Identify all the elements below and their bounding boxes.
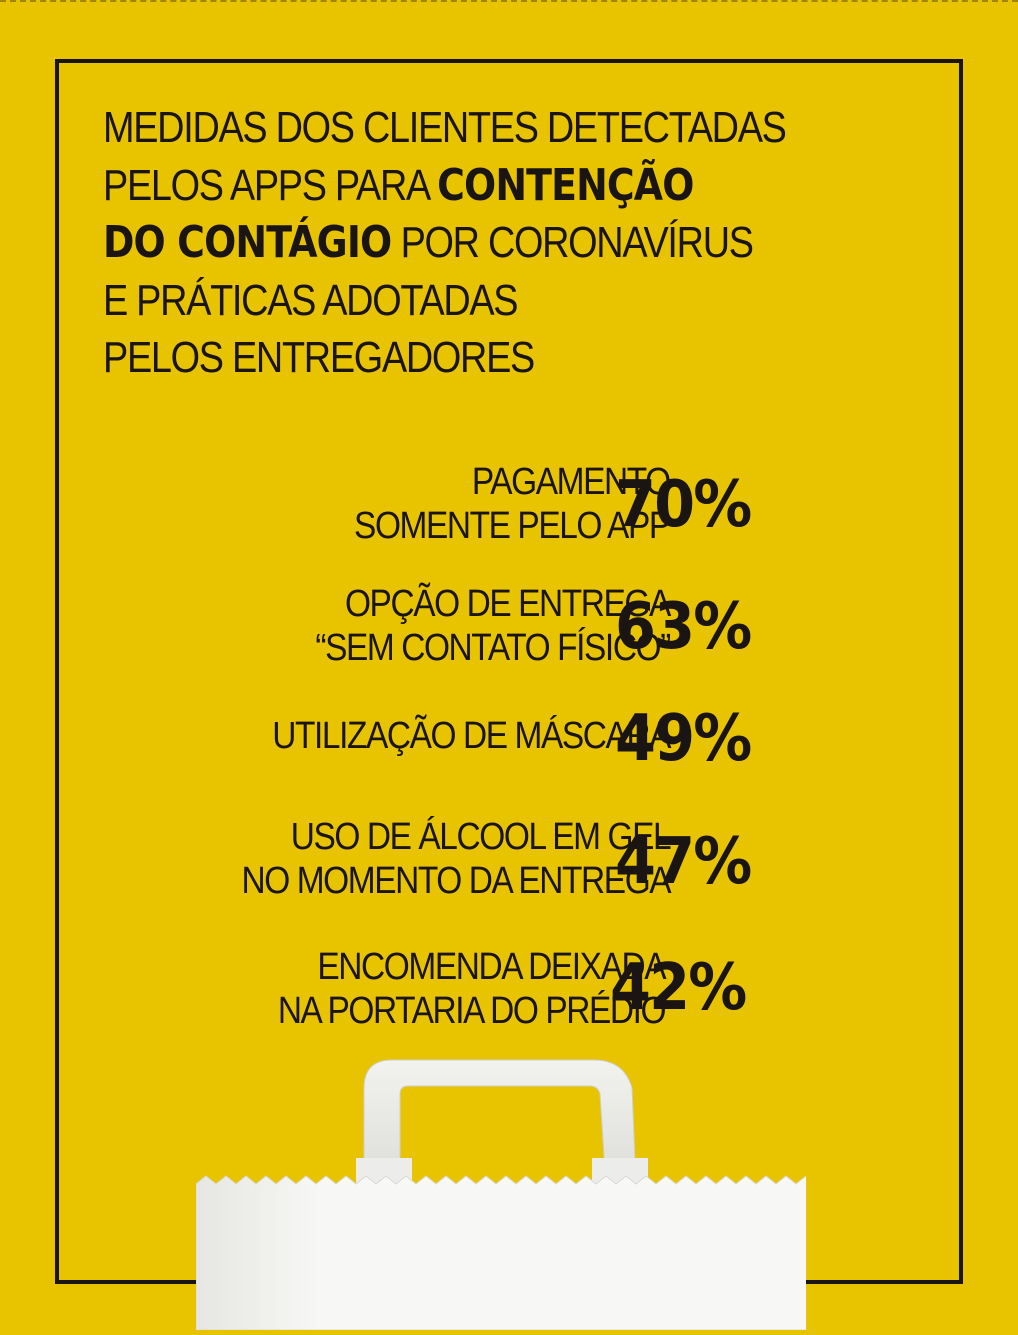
stat-row: ENCOMENDA DEIXADA NA PORTARIA DO PRÉDIO … <box>80 945 860 1037</box>
stat-label-line-2: NA PORTARIA DO PRÉDIO <box>277 990 667 1032</box>
title-line-1: MEDIDAS DOS CLIENTES DETECTADAS <box>103 103 787 152</box>
stat-label: PAGAMENTO SOMENTE PELO APP <box>110 460 671 548</box>
stat-label-line-2: “SEM CONTATO FÍSICO” <box>315 627 671 669</box>
stat-label: UTILIZAÇÃO DE MÁSCARA <box>110 714 671 758</box>
infographic-title: MEDIDAS DOS CLIENTES DETECTADAS PELOS AP… <box>103 99 791 387</box>
stat-row: UTILIZAÇÃO DE MÁSCARA 49% <box>80 704 860 774</box>
stat-label-line-1: UTILIZAÇÃO DE MÁSCARA <box>272 715 671 757</box>
title-line-3-bold: DO CONTÁGIO <box>103 217 392 268</box>
stat-label-line-2: NO MOMENTO DA ENTREGA <box>241 860 671 902</box>
title-line-3: DO CONTÁGIO POR CORONAVÍRUS <box>103 214 791 272</box>
stat-label-line-1: ENCOMENDA DEIXADA <box>317 946 666 988</box>
stat-label-line-1: USO DE ÁLCOOL EM GEL <box>290 816 672 858</box>
title-line-2-bold: CONTENÇÃO <box>437 159 694 211</box>
stat-value: 47% <box>615 825 752 899</box>
stat-label-line-1: PAGAMENTO <box>472 461 671 503</box>
stat-value: 49% <box>615 702 752 776</box>
stat-value: 63% <box>615 590 752 664</box>
stat-row: OPÇÃO DE ENTREGA “SEM CONTATO FÍSICO” 63… <box>80 582 860 674</box>
stat-label: ENCOMENDA DEIXADA NA PORTARIA DO PRÉDIO <box>105 945 667 1033</box>
top-dashed-rule <box>0 0 1018 2</box>
stat-value: 42% <box>610 951 747 1025</box>
stat-value: 70% <box>615 468 752 542</box>
title-line-3-normal: POR CORONAVÍRUS <box>391 218 754 267</box>
title-line-4: E PRÁTICAS ADOTADAS <box>103 275 519 325</box>
title-line-2: PELOS APPS PARA CONTENÇÃO <box>103 157 791 215</box>
title-line-5: PELOS ENTREGADORES <box>103 333 535 382</box>
stat-label: USO DE ÁLCOOL EM GEL NO MOMENTO DA ENTRE… <box>110 815 672 903</box>
stat-row: PAGAMENTO SOMENTE PELO APP 70% <box>80 460 860 552</box>
title-line-2-normal: PELOS APPS PARA <box>103 160 438 210</box>
stat-row: USO DE ÁLCOOL EM GEL NO MOMENTO DA ENTRE… <box>80 815 860 907</box>
stat-label-line-2: SOMENTE PELO APP <box>354 505 671 547</box>
stat-label: OPÇÃO DE ENTREGA “SEM CONTATO FÍSICO” <box>110 582 671 670</box>
shopping-bag-icon <box>195 1058 1017 1331</box>
stat-label-line-1: OPÇÃO DE ENTREGA <box>345 583 671 625</box>
